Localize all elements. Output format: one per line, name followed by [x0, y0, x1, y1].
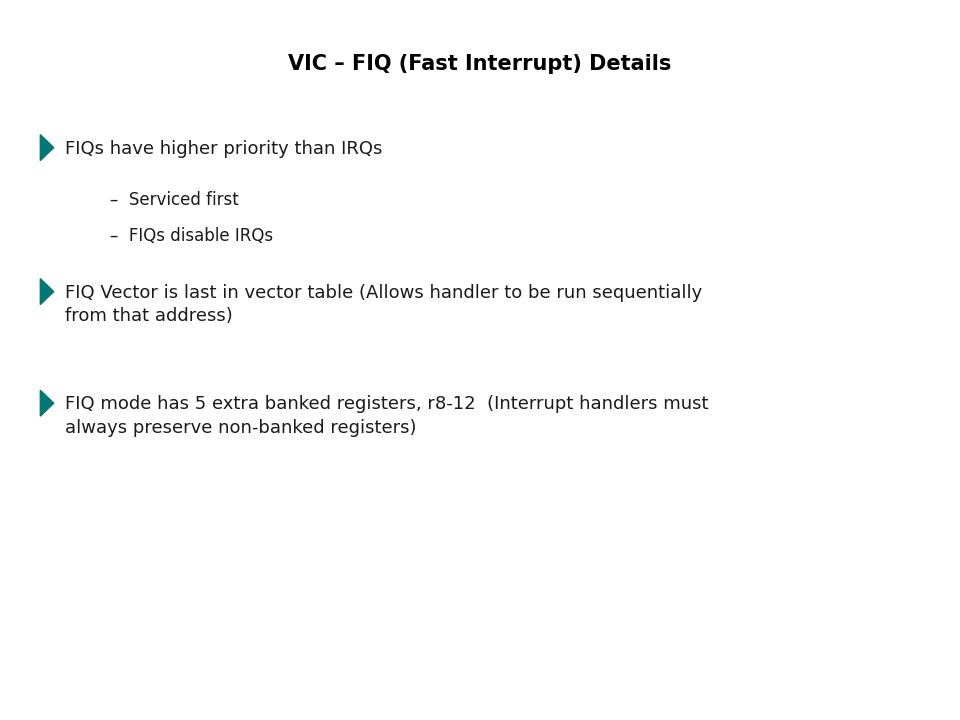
Polygon shape — [40, 390, 54, 416]
Text: VIC – FIQ (Fast Interrupt) Details: VIC – FIQ (Fast Interrupt) Details — [288, 54, 672, 74]
Polygon shape — [40, 135, 54, 161]
Text: FIQ mode has 5 extra banked registers, r8-12  (Interrupt handlers must
always pr: FIQ mode has 5 extra banked registers, r… — [65, 395, 708, 437]
Text: –  Serviced first: – Serviced first — [110, 191, 239, 209]
Text: –  FIQs disable IRQs: – FIQs disable IRQs — [110, 227, 274, 245]
Text: FIQ Vector is last in vector table (Allows handler to be run sequentially
from t: FIQ Vector is last in vector table (Allo… — [65, 284, 703, 325]
Polygon shape — [40, 279, 54, 305]
Text: FIQs have higher priority than IRQs: FIQs have higher priority than IRQs — [65, 140, 383, 158]
